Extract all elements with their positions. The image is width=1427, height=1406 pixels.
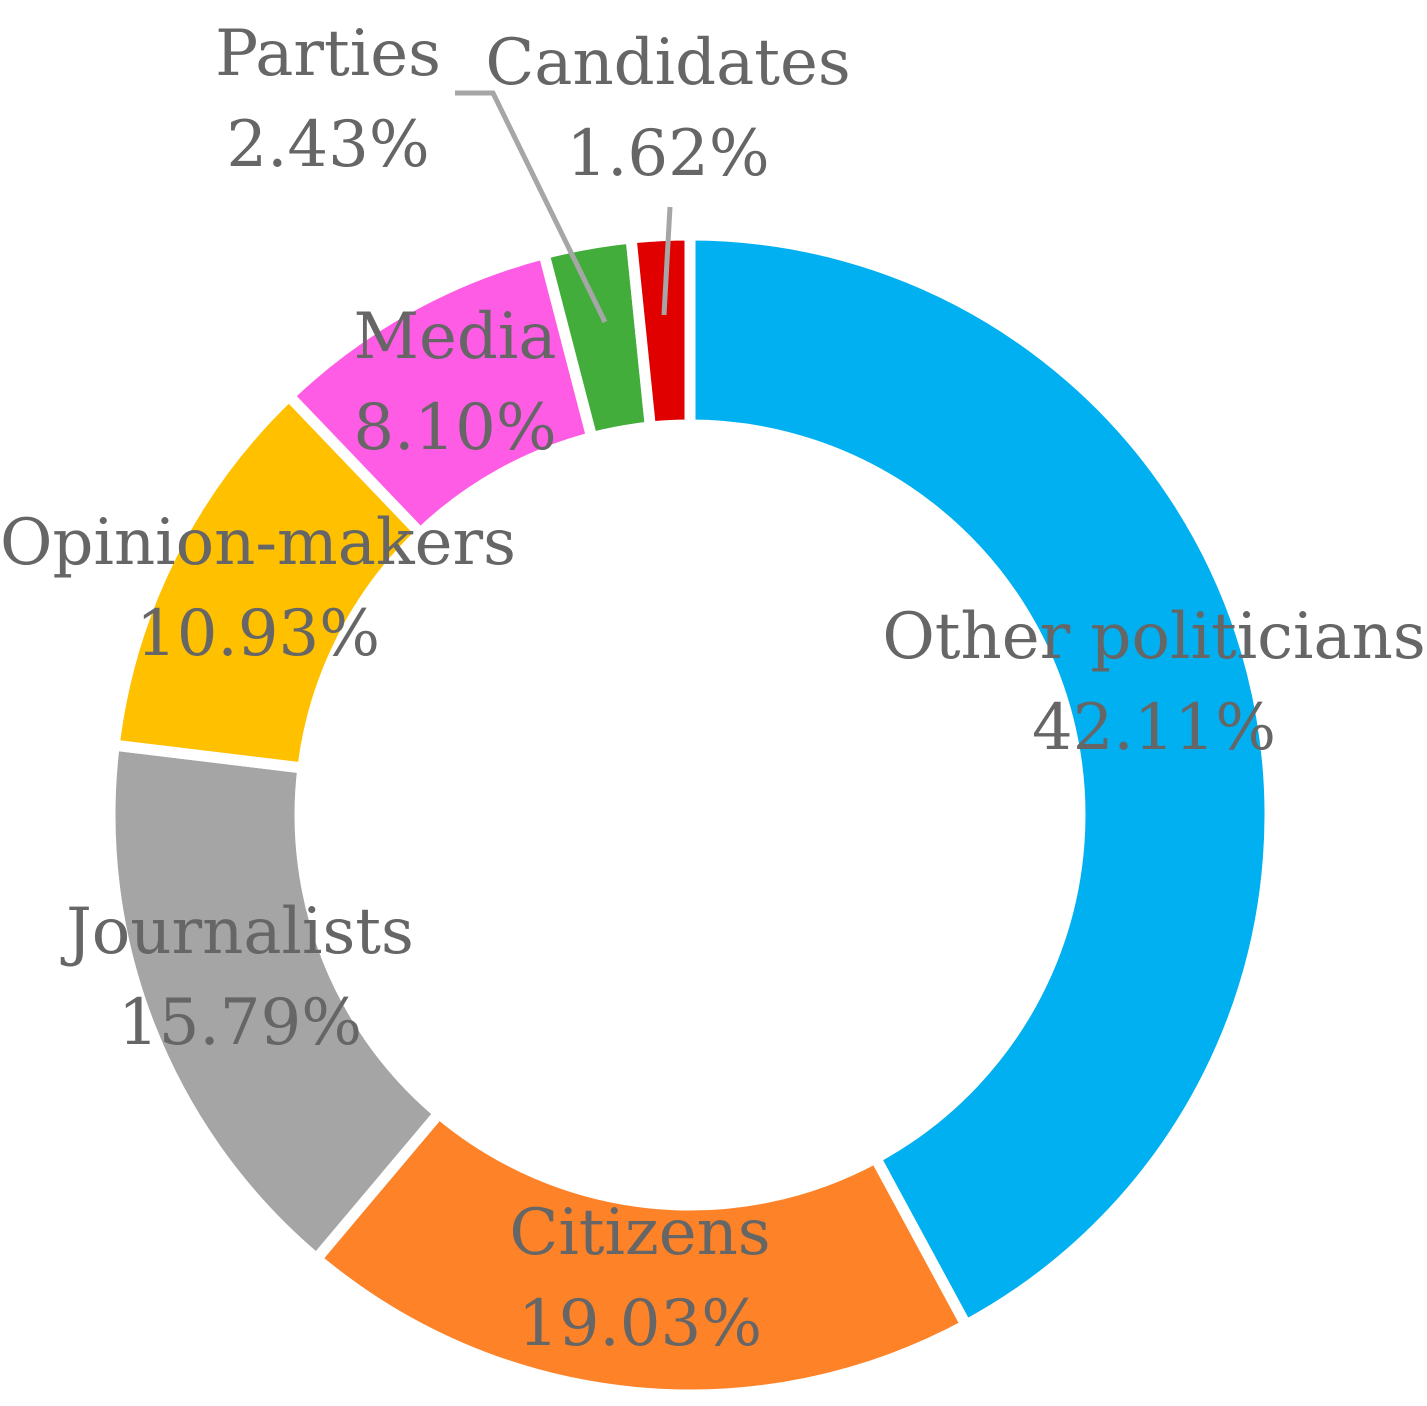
slice-value-opinion-makers: 10.93%: [136, 597, 380, 671]
slice-name-opinion-makers: Opinion-makers: [0, 506, 516, 580]
leader-line-candidates: [661, 206, 673, 316]
slice-name-journalists: Journalists: [60, 895, 414, 969]
slice-candidates: [625, 229, 696, 434]
slice-value-citizens: 19.03%: [518, 1287, 762, 1361]
slice-value-media: 8.10%: [353, 391, 556, 465]
donut-slices: [104, 229, 1276, 1401]
slice-citizens: [308, 1105, 974, 1401]
slice-value-candidates: 1.62%: [566, 117, 769, 191]
slice-value-journalists: 15.79%: [118, 986, 362, 1060]
slice-name-candidates: Candidates: [485, 26, 850, 100]
slice-value-parties: 2.43%: [226, 108, 429, 182]
slice-journalists: [104, 738, 447, 1267]
slice-value-other-politicians: 42.11%: [1032, 691, 1276, 765]
slice-name-media: Media: [354, 300, 557, 374]
slice-name-citizens: Citizens: [509, 1196, 770, 1270]
slice-name-parties: Parties: [215, 17, 441, 91]
slice-name-other-politicians: Other politicians: [882, 600, 1425, 674]
leader-line-parties: [455, 90, 608, 324]
slice-labels: Other politicians 42.11% Citizens 19.03%…: [0, 17, 1426, 1361]
slice-other-politicians: [684, 229, 1276, 1333]
leader-lines: [455, 90, 673, 324]
